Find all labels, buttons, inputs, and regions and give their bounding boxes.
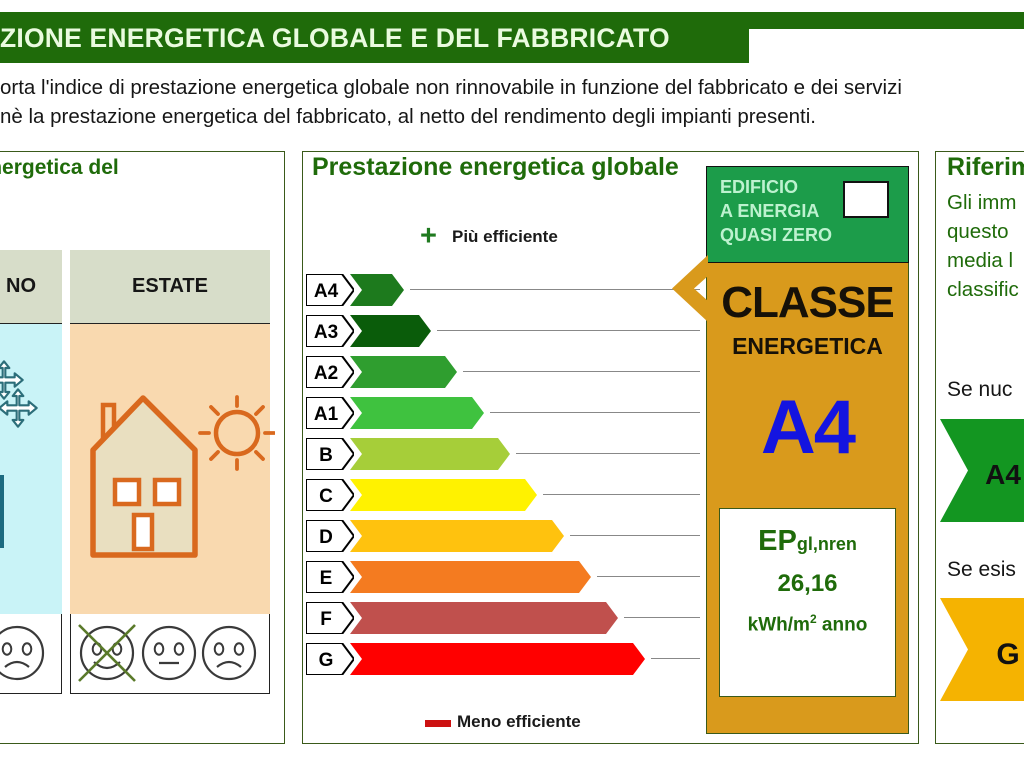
svg-text:A3: A3 xyxy=(314,322,338,343)
svg-text:A4: A4 xyxy=(314,281,339,302)
svg-text:B: B xyxy=(319,445,333,466)
svg-text:D: D xyxy=(319,527,333,548)
svg-text:C: C xyxy=(319,486,333,507)
svg-text:A4: A4 xyxy=(985,459,1021,490)
svg-text:F: F xyxy=(320,609,332,630)
svg-text:E: E xyxy=(320,568,333,589)
svg-text:G: G xyxy=(996,638,1019,671)
svg-text:A1: A1 xyxy=(314,404,339,425)
svg-text:G: G xyxy=(319,650,334,671)
svg-text:A2: A2 xyxy=(314,363,338,384)
